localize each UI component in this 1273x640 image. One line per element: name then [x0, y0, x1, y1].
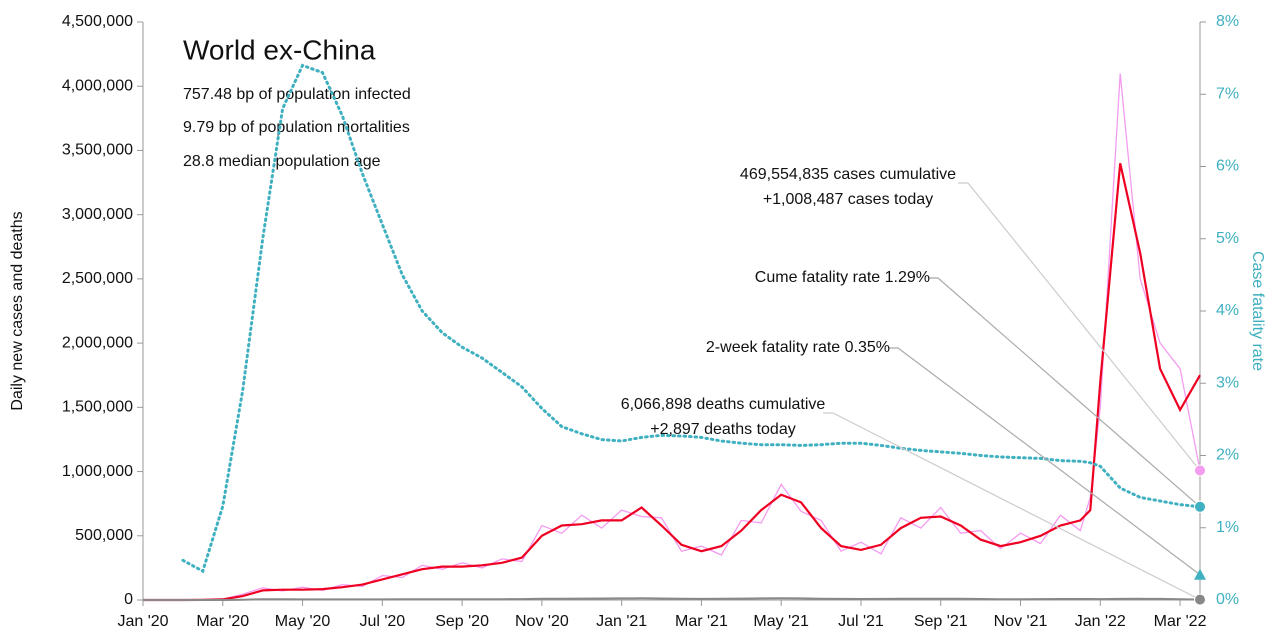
- annotation: 6,066,898 deaths cumulative: [621, 396, 826, 413]
- x-tick-label: Nov '21: [994, 613, 1048, 630]
- subtitle: 757.48 bp of population infected: [183, 86, 411, 103]
- x-tick-label: Jul '20: [359, 613, 405, 630]
- subtitle: 28.8 median population age: [183, 153, 381, 170]
- x-tick-label: May '20: [275, 613, 331, 630]
- y-tick-label: 3,000,000: [62, 206, 133, 223]
- x-tick-label: Sep '20: [435, 613, 489, 630]
- y-tick-label: 3,500,000: [62, 142, 133, 159]
- annotation: +2,897 deaths today: [650, 421, 795, 438]
- y2-tick-label: 2%: [1216, 447, 1239, 464]
- series-line: [143, 73, 1201, 601]
- x-tick-label: Mar '22: [1154, 613, 1207, 630]
- y-tick-label: 1,500,000: [62, 399, 133, 416]
- y-tick-label: 0: [124, 591, 133, 608]
- y2-tick-label: 8%: [1216, 13, 1239, 30]
- annotation: 469,554,835 cases cumulative: [740, 166, 956, 183]
- x-tick-label: Nov '20: [515, 613, 569, 630]
- x-tick-label: Mar '20: [196, 613, 249, 630]
- series-line: [143, 597, 1201, 601]
- end-marker: [1194, 568, 1206, 580]
- series-line: [181, 63, 1202, 574]
- y2-tick-label: 4%: [1216, 302, 1239, 319]
- annotation: +1,008,487 cases today: [763, 191, 933, 208]
- y-axis-label: Daily new cases and deaths: [9, 211, 26, 410]
- y2-tick-label: 6%: [1216, 158, 1239, 175]
- leader-line: [958, 182, 1201, 471]
- y-tick-label: 2,500,000: [62, 270, 133, 287]
- chart-title: World ex-China: [183, 34, 376, 65]
- end-marker: [1194, 464, 1206, 477]
- x-tick-label: Jan '20: [117, 613, 168, 630]
- y2-axis-label: Case fatality rate: [1249, 251, 1266, 371]
- y-tick-label: 1,000,000: [62, 463, 133, 480]
- x-tick-label: Jan '21: [596, 613, 647, 630]
- leader-line: [823, 412, 1201, 601]
- y2-tick-label: 3%: [1216, 374, 1239, 391]
- y2-tick-label: 1%: [1216, 519, 1239, 536]
- subtitle: 9.79 bp of population mortalities: [183, 119, 410, 136]
- y2-tick-label: 5%: [1216, 230, 1239, 247]
- y-tick-label: 500,000: [75, 527, 133, 544]
- leader-line: [888, 347, 1201, 576]
- y-tick-label: 4,500,000: [62, 13, 133, 30]
- x-tick-label: Jul '21: [838, 613, 884, 630]
- y2-tick-label: 7%: [1216, 85, 1239, 102]
- y-tick-label: 2,000,000: [62, 334, 133, 351]
- x-tick-label: Sep '21: [914, 613, 968, 630]
- y2-tick-label: 0%: [1216, 591, 1239, 608]
- end-marker: [1194, 500, 1206, 513]
- annotation: 2-week fatality rate 0.35%: [706, 339, 890, 356]
- series-line: [143, 163, 1201, 602]
- x-tick-label: May '21: [753, 613, 809, 630]
- x-tick-label: Jan '22: [1075, 613, 1126, 630]
- x-tick-label: Mar '21: [675, 613, 728, 630]
- annotation: Cume fatality rate 1.29%: [755, 269, 930, 286]
- y-tick-label: 4,000,000: [62, 77, 133, 94]
- leader-line: [928, 277, 1201, 508]
- end-marker: [1194, 593, 1206, 606]
